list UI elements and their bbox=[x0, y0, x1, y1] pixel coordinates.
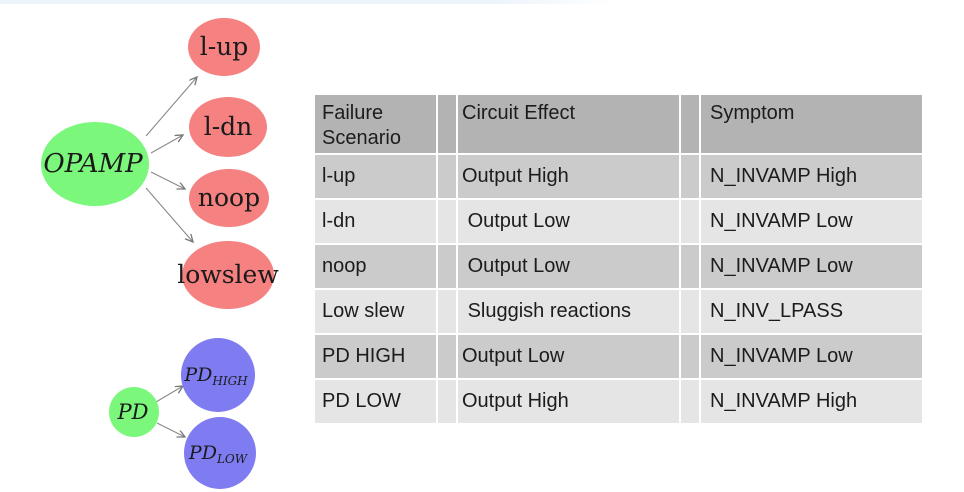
symptom-cell: N_INVAMP Low bbox=[701, 335, 922, 378]
spacer-cell bbox=[438, 380, 456, 423]
symptom-cell: N_INVAMP Low bbox=[701, 245, 922, 288]
spacer-cell bbox=[438, 95, 456, 153]
failure-scenario-cell: l-up bbox=[315, 155, 436, 198]
opamp-node-label: OPAMP bbox=[43, 149, 143, 179]
opamp-node bbox=[41, 122, 149, 206]
pd-low-node-label: PDLOW bbox=[188, 442, 249, 466]
column-header-symptom: Symptom bbox=[701, 95, 922, 153]
failure-scenario-cell: PD LOW bbox=[315, 380, 436, 423]
pd-low-node bbox=[184, 417, 256, 489]
lup-node bbox=[188, 18, 260, 76]
spacer-cell bbox=[681, 245, 699, 288]
circuit-effect-cell: Output Low bbox=[458, 200, 679, 243]
failure-scenario-cell: PD HIGH bbox=[315, 335, 436, 378]
pd-high-node bbox=[181, 338, 255, 412]
circuit-effect-cell: Sluggish reactions bbox=[458, 290, 679, 333]
spacer-cell bbox=[438, 290, 456, 333]
failure-scenario-cell: Low slew bbox=[315, 290, 436, 333]
noop-node bbox=[189, 169, 269, 227]
failure-table: Failure Scenario Circuit Effect Symptom … bbox=[315, 95, 922, 423]
circuit-effect-cell: Output Low bbox=[458, 245, 679, 288]
circuit-effect-cell: Output High bbox=[458, 155, 679, 198]
lowslew-node bbox=[182, 241, 274, 309]
symptom-cell: N_INV_LPASS bbox=[701, 290, 922, 333]
symptom-cell: N_INVAMP High bbox=[701, 155, 922, 198]
ldn-node-label: l-dn bbox=[204, 112, 253, 141]
arrow-opamp-lowslew bbox=[145, 187, 193, 242]
spacer-cell bbox=[438, 155, 456, 198]
spacer-cell bbox=[681, 380, 699, 423]
symptom-cell: N_INVAMP Low bbox=[701, 200, 922, 243]
lowslew-node-label: lowslew bbox=[177, 260, 279, 289]
spacer-cell bbox=[438, 335, 456, 378]
arrow-opamp-ldn bbox=[150, 135, 183, 154]
failure-scenario-cell: l-dn bbox=[315, 200, 436, 243]
noop-node-label: noop bbox=[198, 183, 260, 212]
spacer-cell bbox=[681, 335, 699, 378]
arrow-pd-low bbox=[156, 422, 185, 437]
spacer-cell bbox=[681, 95, 699, 153]
opamp-arrows bbox=[145, 77, 197, 242]
arrow-opamp-noop bbox=[150, 171, 185, 189]
ldn-node bbox=[189, 97, 267, 157]
spacer-cell bbox=[681, 290, 699, 333]
window-edge-strip bbox=[0, 0, 617, 4]
spacer-cell bbox=[438, 245, 456, 288]
column-header-circuit-effect: Circuit Effect bbox=[458, 95, 679, 153]
circuit-effect-cell: Output Low bbox=[458, 335, 679, 378]
pd-arrows bbox=[155, 386, 185, 437]
pd-high-node-label: PDHIGH bbox=[183, 364, 248, 388]
fault-tree-diagram: OPAMP l-up l-dn noop lowslew PD PDHIGH P… bbox=[41, 18, 279, 489]
symptom-cell: N_INVAMP High bbox=[701, 380, 922, 423]
spacer-cell bbox=[681, 155, 699, 198]
lup-node-label: l-up bbox=[200, 32, 249, 61]
spacer-cell bbox=[438, 200, 456, 243]
column-header-failure-scenario: Failure Scenario bbox=[315, 95, 436, 153]
arrow-pd-high bbox=[155, 386, 183, 403]
failure-scenario-cell: noop bbox=[315, 245, 436, 288]
circuit-effect-cell: Output High bbox=[458, 380, 679, 423]
arrow-opamp-lup bbox=[145, 77, 197, 137]
spacer-cell bbox=[681, 200, 699, 243]
pd-node-label: PD bbox=[117, 400, 149, 424]
pd-node bbox=[109, 387, 159, 437]
